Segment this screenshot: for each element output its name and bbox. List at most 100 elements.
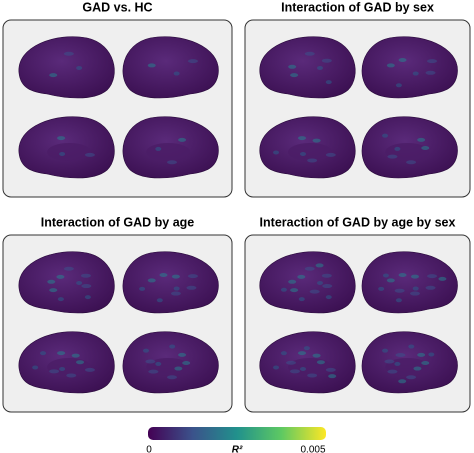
brain-spot bbox=[139, 286, 146, 291]
brain-spot bbox=[170, 291, 181, 296]
brain-spot bbox=[286, 360, 297, 365]
brain-spot bbox=[178, 137, 187, 142]
brain-spot bbox=[300, 152, 307, 157]
brain-spot bbox=[80, 273, 91, 278]
brain-spot bbox=[307, 373, 318, 378]
brain-spot bbox=[421, 146, 430, 150]
brain-spot bbox=[438, 276, 447, 281]
brain-spot bbox=[387, 154, 398, 159]
brain bbox=[122, 36, 219, 99]
brain-spot bbox=[280, 287, 287, 292]
brain-spot bbox=[325, 367, 336, 372]
brain-spot bbox=[159, 273, 168, 278]
brain-spot bbox=[394, 146, 401, 151]
brain-spot bbox=[288, 279, 297, 284]
brain-spot bbox=[147, 63, 156, 68]
brain-spot bbox=[49, 73, 58, 78]
brain-spot bbox=[395, 298, 402, 303]
brain-spot bbox=[63, 51, 74, 56]
brain-spot bbox=[304, 51, 315, 56]
brain bbox=[122, 251, 219, 314]
brain bbox=[361, 251, 458, 314]
colorbar-max: 0.005 bbox=[300, 445, 325, 453]
brain-spot bbox=[427, 274, 438, 279]
brain-spot bbox=[59, 367, 66, 372]
brain-spot bbox=[273, 365, 280, 370]
brain-spot bbox=[312, 353, 321, 358]
brain-spot bbox=[406, 160, 417, 165]
brain-spot bbox=[395, 83, 402, 88]
brain-spot bbox=[406, 375, 417, 380]
brain-spot bbox=[47, 279, 56, 284]
brain-spot bbox=[417, 352, 426, 357]
colorbar-label: R² bbox=[232, 445, 243, 453]
brain-spot bbox=[300, 367, 307, 372]
brain-spot bbox=[325, 152, 336, 157]
brain-spot bbox=[307, 158, 318, 163]
brain-spot bbox=[155, 146, 162, 151]
brain-spot bbox=[76, 66, 83, 70]
brain-spot bbox=[309, 289, 320, 294]
brain-spot bbox=[398, 379, 407, 384]
brain-spot bbox=[178, 352, 187, 357]
brain-spot bbox=[317, 281, 323, 285]
brain-spot bbox=[412, 286, 419, 291]
brain-spot bbox=[386, 278, 395, 283]
brain-spot bbox=[289, 369, 300, 374]
brain-spot bbox=[155, 361, 162, 366]
brain-medial bbox=[146, 143, 191, 161]
brain-spot bbox=[167, 375, 178, 380]
panel-title: Interaction of GAD by age by sex bbox=[260, 215, 456, 229]
brain-spot bbox=[40, 351, 47, 356]
brain-spot bbox=[321, 273, 332, 278]
brain-spot bbox=[81, 284, 92, 289]
brain-spot bbox=[273, 150, 280, 155]
brain-spot bbox=[173, 286, 180, 291]
colorbar-min: 0 bbox=[146, 445, 152, 453]
brain-spot bbox=[280, 351, 287, 356]
brain-spot bbox=[290, 288, 299, 293]
brain-spot bbox=[398, 58, 407, 63]
brain-spot bbox=[49, 288, 58, 293]
brain-spot bbox=[171, 274, 180, 279]
brain-spot bbox=[425, 70, 436, 75]
brain-spot bbox=[325, 295, 332, 300]
brain-spot bbox=[169, 344, 176, 349]
brain-spot bbox=[297, 274, 306, 279]
brain-spot bbox=[84, 367, 95, 372]
brain-spot bbox=[421, 361, 430, 365]
brain-spot bbox=[57, 297, 64, 302]
brain-spot bbox=[425, 285, 436, 290]
brain-spot bbox=[303, 346, 310, 351]
brain-spot bbox=[297, 136, 306, 141]
brain-spot bbox=[66, 373, 77, 378]
brain-spot bbox=[84, 152, 95, 157]
colorbar bbox=[148, 427, 326, 440]
brain-spot bbox=[378, 286, 385, 291]
brain-spot bbox=[427, 59, 438, 64]
brain-spot bbox=[145, 359, 156, 364]
brain-spot bbox=[56, 274, 65, 279]
brain-spot bbox=[328, 374, 337, 379]
brain-spot bbox=[49, 369, 60, 374]
brain-spot bbox=[398, 273, 407, 278]
brain-spot bbox=[304, 266, 315, 271]
brain-spot bbox=[386, 63, 395, 68]
brain-spot bbox=[317, 66, 323, 70]
brain-spot bbox=[156, 298, 163, 303]
brain-spot bbox=[59, 152, 66, 157]
brain-spot bbox=[382, 133, 389, 138]
brain-spot bbox=[394, 361, 401, 366]
brain-spot bbox=[409, 291, 420, 296]
panel-title: Interaction of GAD by age bbox=[41, 215, 195, 229]
brain-spot bbox=[382, 273, 389, 278]
brain-spot bbox=[387, 369, 398, 374]
brain-medial bbox=[288, 143, 332, 161]
brain-medial bbox=[47, 143, 92, 161]
brain-spot bbox=[384, 359, 395, 364]
brain-spot bbox=[173, 71, 180, 76]
panel-title: GAD vs. HC bbox=[82, 0, 152, 14]
brain-spot bbox=[394, 288, 405, 293]
